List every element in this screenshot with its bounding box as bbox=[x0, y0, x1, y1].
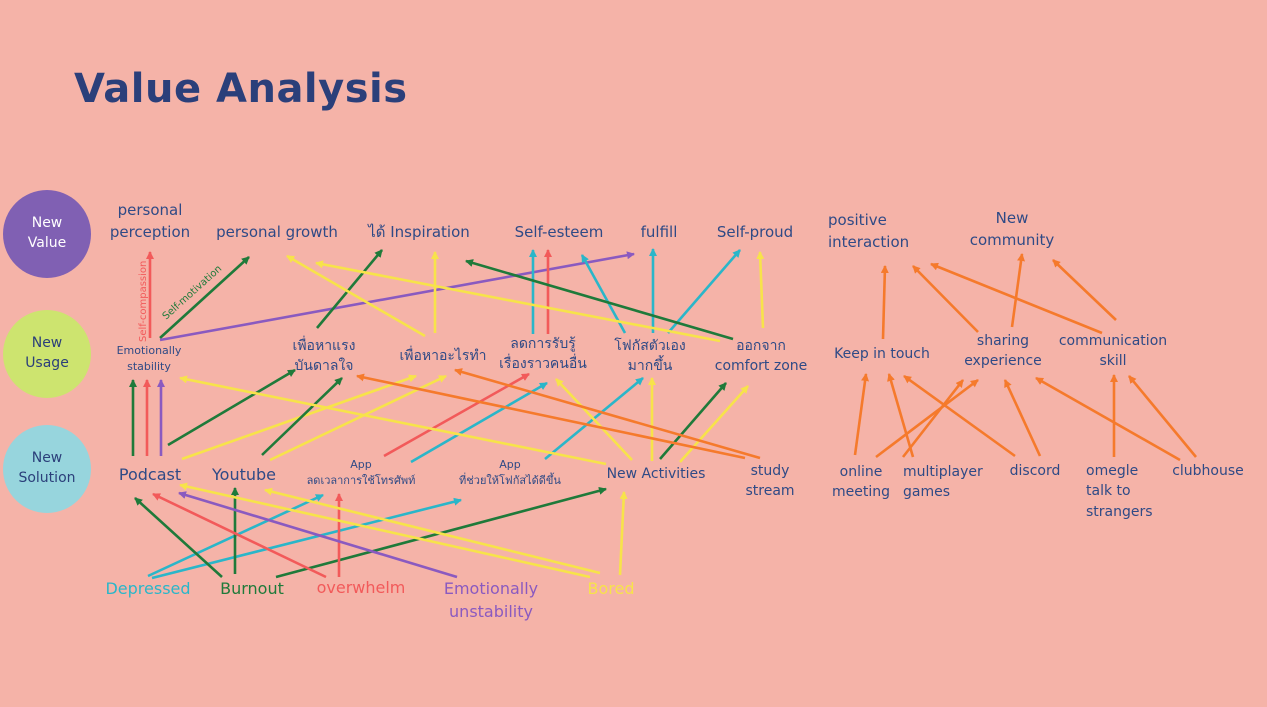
usage-emotionally-stability: Emotionally stability bbox=[116, 344, 182, 373]
arrow-clubhouse-to-communication bbox=[1127, 375, 1198, 458]
arrow-depressed-to-app2 bbox=[151, 497, 462, 580]
new-solution-circle: New Solution bbox=[3, 425, 91, 513]
arrow-sharing-to-community bbox=[1010, 253, 1026, 328]
arrow-activities-to-reduce bbox=[555, 378, 633, 461]
solution-study-stream: study stream bbox=[745, 463, 795, 500]
arrow-comfort-to-selfproud bbox=[756, 251, 765, 329]
usage-communication-skill: communication skill bbox=[1058, 333, 1168, 370]
arrow-youtube-to-motivation bbox=[261, 377, 343, 456]
solution-youtube: Youtube bbox=[212, 465, 276, 484]
value-positive-interaction: positive interaction bbox=[828, 211, 910, 251]
arrow-multiplayer-to-sharing bbox=[901, 379, 965, 458]
arrow-purpose-to-growth bbox=[286, 254, 426, 338]
arrow-activities-to-comfort-green bbox=[659, 382, 727, 460]
arrow-communication-to-community bbox=[1052, 259, 1117, 321]
new-value-label: New Value bbox=[27, 215, 67, 251]
arrow-stability-to-fulfill bbox=[159, 251, 635, 342]
solution-clubhouse: clubhouse bbox=[1172, 463, 1244, 479]
solution-multiplayer-games: multiplayer games bbox=[903, 464, 983, 501]
arrow-comfort-to-growth bbox=[315, 260, 721, 343]
arrow-study-to-purpose bbox=[454, 368, 761, 460]
arrow-focus-to-selfproud bbox=[667, 249, 741, 334]
solution-omegle: omegle talk to strangers bbox=[1086, 463, 1153, 520]
value-personal-growth: personal growth bbox=[216, 223, 338, 241]
arrow-motivation-to-inspiration bbox=[316, 249, 383, 329]
arrow-comfort-to-inspiration bbox=[465, 259, 734, 341]
usage-sharing-experience: sharing experience bbox=[964, 333, 1042, 370]
arrow-burnout-to-podcast bbox=[134, 497, 223, 578]
arrow-discord-to-sharing bbox=[1003, 379, 1042, 457]
edge-label-self-motivation: Self-motivation bbox=[161, 263, 225, 322]
arrow-overwhelm-to-podcast bbox=[152, 492, 327, 579]
arrow-communication-to-positive bbox=[930, 262, 1103, 335]
arrow-bored-to-podcast bbox=[179, 482, 591, 579]
new-usage-label: New Usage bbox=[25, 335, 69, 371]
usage-keep-in-touch: Keep in touch bbox=[834, 346, 930, 362]
value-personal-perception: personal perception bbox=[109, 201, 191, 241]
arrow-app-to-reduce bbox=[383, 372, 530, 458]
arrow-stability-to-growth bbox=[159, 256, 250, 339]
value-fulfill: fulfill bbox=[640, 223, 678, 241]
arrow-online-to-sharing bbox=[875, 378, 979, 459]
arrow-sharing-to-positive bbox=[912, 265, 979, 333]
arrow-activities-to-comfort-yellow bbox=[679, 385, 749, 463]
arrow-online-to-keep bbox=[853, 373, 870, 456]
arrow-bored-to-activities bbox=[618, 491, 628, 576]
value-new-community: New community bbox=[969, 209, 1055, 249]
arrow-podcast-to-purpose bbox=[181, 374, 417, 461]
emotion-depressed: Depressed bbox=[105, 579, 191, 598]
arrow-bored-to-youtube bbox=[264, 487, 601, 575]
solution-podcast: Podcast bbox=[118, 465, 182, 484]
new-solution-label: New Solution bbox=[18, 450, 76, 486]
emotion-overwhelm: overwhelm bbox=[316, 578, 406, 597]
arrow-activities-to-stability bbox=[179, 375, 607, 466]
arrow-study-to-motivation bbox=[356, 373, 746, 460]
usage-purpose: เพื่อหาอะไรทำ bbox=[399, 348, 487, 364]
arrow-app-to-focus-teal bbox=[410, 381, 548, 464]
solution-new-activities: New Activities bbox=[606, 466, 706, 482]
arrow-multiplayer-to-keep bbox=[887, 373, 915, 458]
arrow-podcast-to-motivation bbox=[167, 368, 296, 447]
emotion-emotionally-unstability: Emotionally unstability bbox=[443, 579, 539, 622]
value-inspiration: ได้ Inspiration bbox=[368, 223, 470, 241]
value-self-esteem: Self-esteem bbox=[514, 223, 604, 241]
value-self-proud: Self-proud bbox=[716, 223, 794, 241]
emotion-bored: Bored bbox=[587, 579, 635, 598]
usage-comfort-zone: ออกจาก comfort zone bbox=[714, 338, 808, 375]
solution-app-focus: App ที่ช่วยให้โฟกัสได้ดีขึ้น bbox=[459, 458, 561, 487]
arrow-youtube-to-purpose bbox=[269, 374, 447, 462]
edge-label-self-compassion: Self-compassion bbox=[138, 261, 149, 342]
arrow-keep-to-positive bbox=[880, 265, 889, 340]
usage-focus-self: โฟกัสตัวเอง มากขึ้น bbox=[614, 338, 686, 375]
solution-online-meeting: online meeting bbox=[831, 464, 890, 501]
new-value-circle: New Value bbox=[3, 190, 91, 278]
arrow-clubhouse-to-sharing bbox=[1035, 376, 1181, 462]
emotion-burnout: Burnout bbox=[220, 579, 284, 598]
solution-discord: discord bbox=[1009, 463, 1061, 479]
usage-motivation: เพื่อหาแรง บันดาลใจ bbox=[292, 338, 356, 375]
arrow-unstability-to-podcast bbox=[178, 491, 458, 579]
new-usage-circle: New Usage bbox=[3, 310, 91, 398]
arrow-discord-to-keep bbox=[903, 374, 1016, 458]
page-title: Value Analysis bbox=[74, 66, 408, 112]
solution-app-screen-time: App ลดเวลาการใช้โทรศัพท์ bbox=[306, 458, 416, 487]
usage-reduce-awareness: ลดการรับรู้ เรื่องราวคนอื่น bbox=[499, 336, 587, 373]
